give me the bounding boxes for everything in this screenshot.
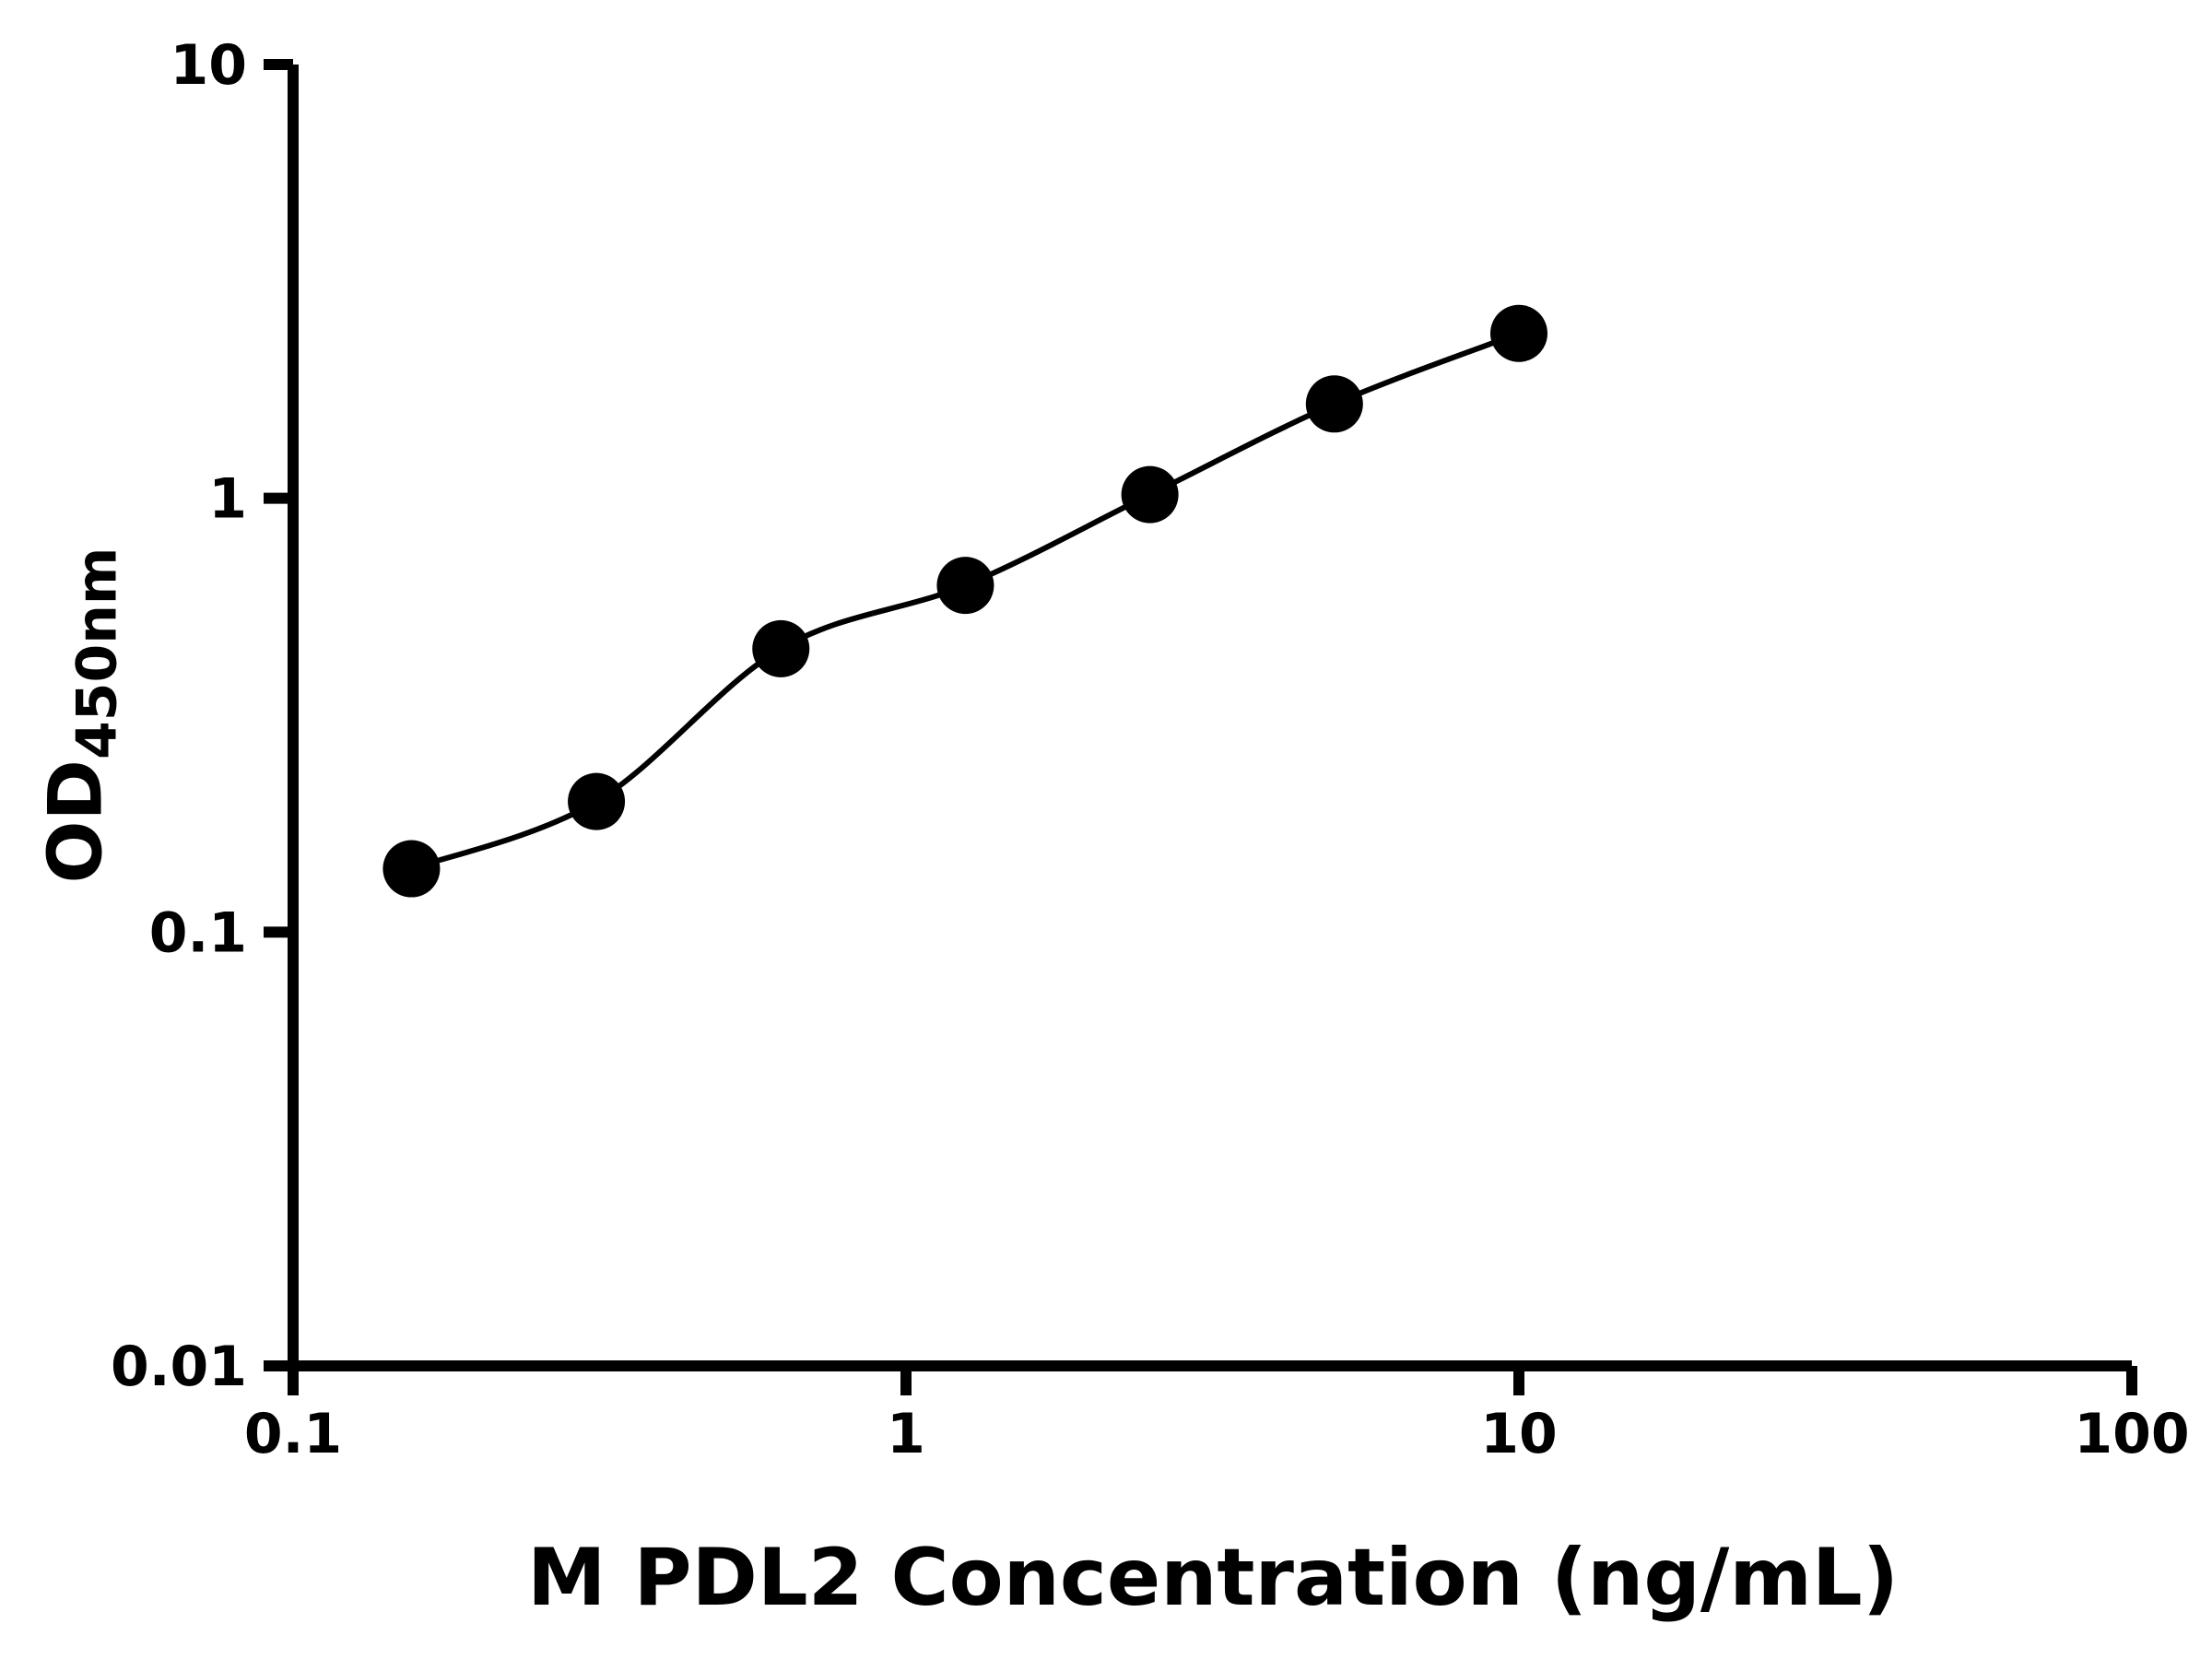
x-tick-label: 0.1 xyxy=(244,1402,342,1466)
y-axis-title-main: OD xyxy=(32,759,119,884)
y-tick-label: 10 xyxy=(171,33,248,98)
y-tick-label: 1 xyxy=(208,467,247,532)
data-point xyxy=(936,557,994,615)
data-point xyxy=(1121,465,1179,524)
x-tick-label: 10 xyxy=(1480,1402,1558,1466)
y-axis-title-sub: 450nm xyxy=(65,547,130,760)
y-tick-label: 0.1 xyxy=(149,900,247,965)
y-axis-title: OD450nm xyxy=(33,547,130,884)
data-point xyxy=(382,840,441,898)
data-point xyxy=(568,772,626,830)
x-tick-label: 1 xyxy=(887,1402,925,1466)
data-point xyxy=(1490,304,1547,362)
axis-spines xyxy=(288,65,2132,1371)
data-point xyxy=(752,619,810,677)
data-point xyxy=(1305,375,1363,433)
x-axis-title: M PDL2 Concentration (ng/mL) xyxy=(526,1532,1900,1624)
x-tick-label: 100 xyxy=(2074,1402,2189,1466)
y-tick-label: 0.01 xyxy=(111,1335,247,1399)
